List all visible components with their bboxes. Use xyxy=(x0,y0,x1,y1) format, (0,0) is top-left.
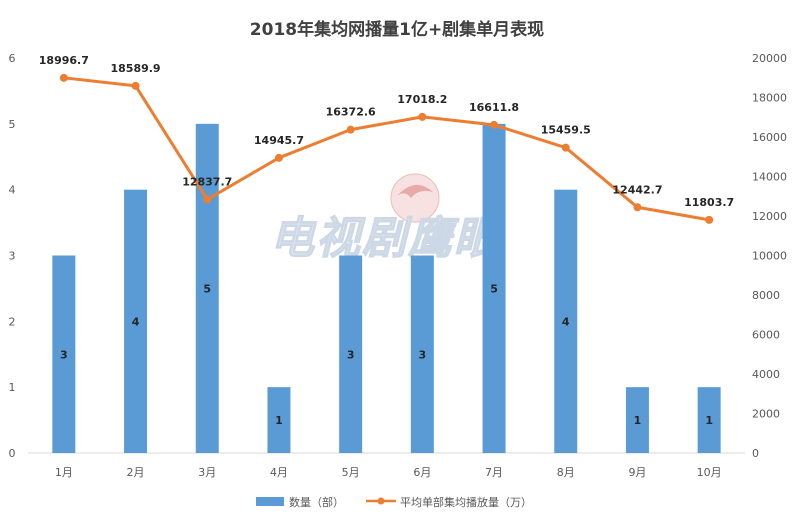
line-point xyxy=(59,73,68,82)
line-point xyxy=(633,203,642,212)
line-data-label: 18996.7 xyxy=(39,54,89,67)
line-data-label: 18589.9 xyxy=(110,62,160,75)
x-tick-label: 8月 xyxy=(557,466,575,479)
bar-data-label: 5 xyxy=(490,282,498,295)
line-point xyxy=(274,153,283,162)
x-tick-label: 3月 xyxy=(198,466,216,479)
y-axis-right: 0 2000 4000 6000 8000 10000 12000 14000 16000 180… xyxy=(752,52,787,460)
line-point xyxy=(203,195,212,204)
x-tick-label: 9月 xyxy=(628,466,646,479)
line-path xyxy=(62,76,711,222)
watermark-logo-icon xyxy=(390,173,440,223)
y-right-tick-label: 20000 xyxy=(752,52,787,65)
watermark-text: 电视剧鹰眼 xyxy=(270,213,503,264)
y-left-tick-label: 3 xyxy=(9,250,16,263)
bar-data-label: 1 xyxy=(705,414,713,427)
bar-data-label: 1 xyxy=(634,414,642,427)
y-right-tick-label: 12000 xyxy=(752,210,787,223)
line-data-label: 14945.7 xyxy=(254,134,304,147)
x-tick-label: 5月 xyxy=(342,466,360,479)
y-right-tick-label: 14000 xyxy=(752,171,787,184)
bar xyxy=(52,255,76,453)
line-point xyxy=(490,120,499,129)
bar-data-label: 4 xyxy=(562,315,570,328)
line-data-label: 11803.7 xyxy=(684,196,734,209)
bar xyxy=(339,255,363,453)
line-point xyxy=(418,112,427,121)
bar xyxy=(697,387,721,453)
y-right-tick-label: 6000 xyxy=(752,329,780,342)
legend-bar-label: 数量（部） xyxy=(289,495,344,509)
y-left-tick-label: 1 xyxy=(9,381,16,394)
y-right-tick-label: 10000 xyxy=(752,250,787,263)
x-tick-label: 1月 xyxy=(55,466,73,479)
line-data-label: 15459.5 xyxy=(541,124,591,137)
x-tick-label: 7月 xyxy=(485,466,503,479)
x-tick-label: 2月 xyxy=(127,466,145,479)
bar-data-label: 4 xyxy=(132,315,140,328)
x-tick-label: 6月 xyxy=(413,466,431,479)
bar xyxy=(267,387,291,453)
x-tick-label: 10月 xyxy=(697,466,722,479)
y-right-tick-label: 8000 xyxy=(752,289,780,302)
watermark: 电视剧鹰眼 xyxy=(269,173,503,265)
bar xyxy=(410,255,434,453)
bar xyxy=(124,189,148,453)
bar-data-label: 3 xyxy=(60,348,68,361)
y-left-tick-label: 2 xyxy=(9,315,16,328)
line-point xyxy=(705,215,714,224)
line-point xyxy=(346,125,355,134)
y-left-tick-label: 0 xyxy=(9,447,16,460)
bar-data-label: 5 xyxy=(203,282,211,295)
line-data-label: 12837.7 xyxy=(182,175,232,188)
line-point xyxy=(561,143,570,152)
bar-data-label: 3 xyxy=(347,348,355,361)
y-right-tick-label: 2000 xyxy=(752,408,780,421)
bar xyxy=(625,387,649,453)
bar-data-label: 3 xyxy=(419,348,427,361)
line-data-label: 16611.8 xyxy=(469,101,519,114)
x-axis: 1月 2月 3月 4月 5月 6月 7月 8月 9月 10月 xyxy=(55,466,722,479)
bar-series: 3 4 5 1 3 3 5 4 1 1 xyxy=(52,123,721,453)
line-data-label: 16372.6 xyxy=(326,106,376,119)
bar xyxy=(195,123,219,453)
bar xyxy=(554,189,578,453)
y-right-tick-label: 4000 xyxy=(752,368,780,381)
line-data-label: 12442.7 xyxy=(612,183,662,196)
eagle-icon xyxy=(397,184,433,198)
y-axis-left: 0 1 2 3 4 5 6 xyxy=(9,52,16,460)
y-right-tick-label: 0 xyxy=(752,447,759,460)
y-right-tick-label: 16000 xyxy=(752,131,787,144)
legend-bar-swatch xyxy=(256,497,284,506)
line-series: 18996.7 18589.9 12837.7 14945.7 16372.6 17018… xyxy=(39,54,734,224)
y-left-tick-label: 5 xyxy=(9,118,16,131)
bar-data-label: 1 xyxy=(275,414,283,427)
x-tick-label: 4月 xyxy=(270,466,288,479)
y-left-tick-label: 6 xyxy=(9,52,16,65)
legend-line-marker xyxy=(377,497,385,505)
y-right-tick-label: 18000 xyxy=(752,92,787,105)
legend-line-label: 平均单部集均播放量（万） xyxy=(400,495,532,509)
line-data-label: 17018.2 xyxy=(397,93,447,106)
line-point xyxy=(131,81,140,90)
y-left-tick-label: 4 xyxy=(9,184,16,197)
legend: 数量（部） 平均单部集均播放量（万） xyxy=(256,495,532,509)
chart-title: 2018年集均网播量1亿+剧集单月表现 xyxy=(250,19,544,40)
bar xyxy=(482,123,506,453)
